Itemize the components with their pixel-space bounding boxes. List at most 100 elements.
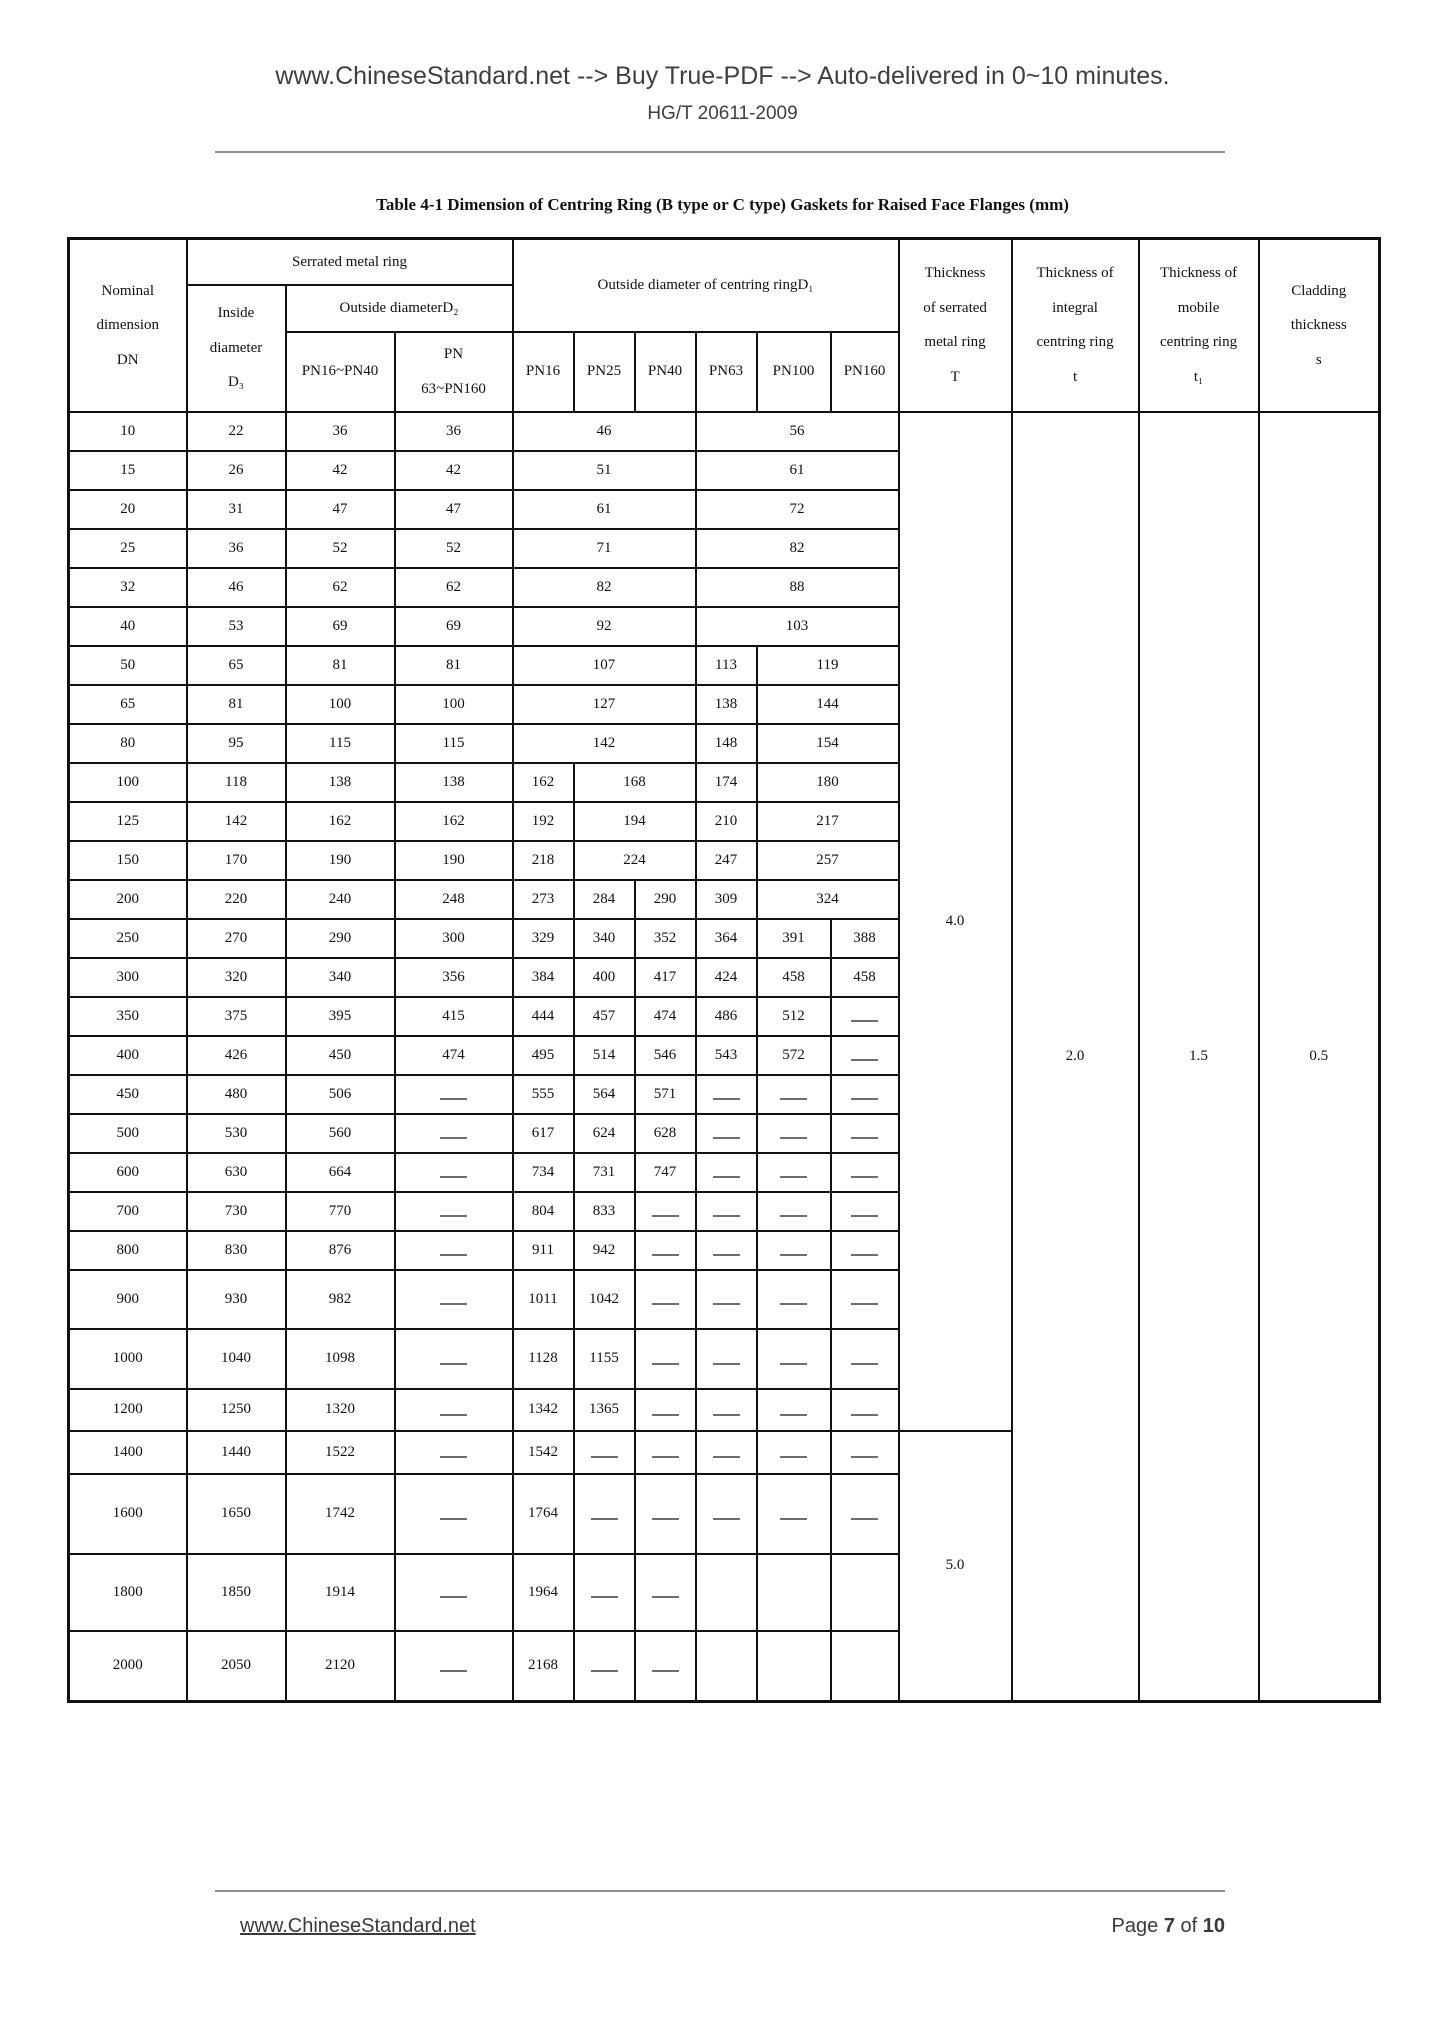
- d1-cell: [829, 1268, 900, 1330]
- d1-cell: 2168: [511, 1629, 575, 1703]
- standard-number: HG/T 20611-2009: [647, 103, 798, 124]
- page-of: of: [1180, 1915, 1198, 1937]
- d1-cell: 617: [511, 1112, 575, 1154]
- d3-cell: 22: [185, 410, 287, 452]
- d1-cell: [633, 1472, 697, 1555]
- dash-placeholder: [651, 1413, 679, 1416]
- d1-cell: 514: [572, 1034, 636, 1076]
- d1-cell: 218: [511, 839, 575, 881]
- d3-cell: 65: [185, 644, 287, 686]
- d2-pn63-160-cell: [393, 1229, 514, 1271]
- d1-cell: [633, 1327, 697, 1390]
- header-pn16: PN16: [511, 330, 575, 413]
- d2-pn16-40-cell: 1742: [284, 1472, 396, 1555]
- dash-placeholder: [440, 1137, 467, 1140]
- d1-cell: [694, 1073, 758, 1115]
- dn-cell: 300: [67, 956, 188, 998]
- dash-placeholder: [590, 1669, 618, 1672]
- table-row: 700 730 770 804 833: [67, 1190, 1380, 1232]
- dn-cell: 600: [67, 1151, 188, 1193]
- d1-cell: 444: [511, 995, 575, 1037]
- d1-cell: 192: [511, 800, 575, 842]
- dash-placeholder: [590, 1517, 618, 1520]
- dash-placeholder: [440, 1098, 467, 1101]
- d2-pn63-160-cell: [393, 1387, 514, 1432]
- d1-cell: [829, 1151, 900, 1193]
- d3-cell: 95: [185, 722, 287, 764]
- d1-cell: 400: [572, 956, 636, 998]
- table-row: 15 26 42 42 51 61: [67, 449, 1380, 491]
- table-row: 32 46 62 62 82 88: [67, 566, 1380, 608]
- d1-cell: [633, 1190, 697, 1232]
- d1-cell: 340: [572, 917, 636, 959]
- d1-cell: [755, 1151, 832, 1193]
- d1-cell: [633, 1552, 697, 1632]
- header-pn100: PN100: [755, 330, 832, 413]
- header-thickness-t1: Thickness of mobile centring ring t₁: [1137, 237, 1260, 413]
- d1-cell: 747: [633, 1151, 697, 1193]
- header-d2-pn16-pn40: PN16~PN40: [284, 330, 396, 413]
- d1-cell: 1365: [572, 1387, 636, 1432]
- d1-cell: [755, 1112, 832, 1154]
- table-row: 50 65 81 81 107 113 119: [67, 644, 1380, 686]
- footer-divider: [215, 1890, 1225, 1892]
- dn-cell: 20: [67, 488, 188, 530]
- d2-pn63-160-cell: 248: [393, 878, 514, 920]
- table-row: 20 31 47 47 61 72: [67, 488, 1380, 530]
- header-row-2: Inside diameter D₃ Outside diameterD₂: [69, 283, 1380, 413]
- d3-cell: 170: [185, 839, 287, 881]
- d1-cell: 56: [694, 410, 900, 452]
- table-row: 2000 2050 2120 2168: [67, 1629, 1380, 1703]
- d1-cell: 142: [511, 722, 697, 764]
- dash-placeholder: [851, 1254, 879, 1257]
- d2-pn63-160-cell: 100: [393, 683, 514, 725]
- d2-pn63-160-cell: 138: [393, 761, 514, 803]
- d2-pn16-40-cell: 62: [284, 566, 396, 608]
- d2-pn16-40-cell: 36: [284, 410, 396, 452]
- header-pn25: PN25: [572, 330, 636, 413]
- dash-placeholder: [851, 1362, 879, 1365]
- d1-cell: [829, 1327, 900, 1390]
- table-row: 900 930 982 1011 1042: [67, 1268, 1380, 1330]
- dimension-table: Nominal dimension DN Serrated metal ring…: [67, 237, 1382, 1703]
- header-thickness-t: Thickness of integral centring ring t: [1010, 237, 1140, 413]
- footer-site-link[interactable]: www.ChineseStandard.net: [240, 1915, 476, 1937]
- d1-cell: 911: [511, 1229, 575, 1271]
- d3-cell: 1040: [185, 1327, 287, 1390]
- d2-pn16-40-cell: 340: [284, 956, 396, 998]
- dash-placeholder: [712, 1303, 740, 1306]
- d1-cell: 1155: [572, 1327, 636, 1390]
- dn-cell: 1800: [67, 1552, 188, 1632]
- dash-placeholder: [851, 1456, 879, 1459]
- d2-pn63-160-cell: [393, 1429, 514, 1475]
- d2-pn63-160-cell: 81: [393, 644, 514, 686]
- d1-cell: [755, 1472, 832, 1555]
- d1-cell: [755, 1387, 832, 1432]
- dash-placeholder: [651, 1362, 679, 1365]
- d1-cell: 257: [755, 839, 900, 881]
- d1-cell: 804: [511, 1190, 575, 1232]
- d3-cell: 1440: [185, 1429, 287, 1475]
- dash-placeholder: [712, 1254, 740, 1257]
- dash-placeholder: [851, 1176, 879, 1179]
- dash-placeholder: [780, 1517, 808, 1520]
- d1-cell: [694, 1472, 758, 1555]
- d1-cell: 424: [694, 956, 758, 998]
- dash-placeholder: [712, 1517, 740, 1520]
- dn-cell: 2000: [67, 1629, 188, 1703]
- d1-cell: [829, 1629, 900, 1703]
- dash-placeholder: [712, 1176, 740, 1179]
- d3-cell: 930: [185, 1268, 287, 1330]
- d3-cell: 375: [185, 995, 287, 1037]
- table-row: 450 480 506 555 564 571: [67, 1073, 1380, 1115]
- d1-cell: 224: [572, 839, 697, 881]
- d3-cell: 142: [185, 800, 287, 842]
- dash-placeholder: [440, 1596, 467, 1599]
- d1-cell: 1128: [511, 1327, 575, 1390]
- d3-cell: 81: [185, 683, 287, 725]
- d2-pn16-40-cell: 42: [284, 449, 396, 491]
- d2-pn63-160-cell: 62: [393, 566, 514, 608]
- d1-cell: [694, 1151, 758, 1193]
- header-d2-pn63-pn160: PN 63~PN160: [393, 330, 514, 413]
